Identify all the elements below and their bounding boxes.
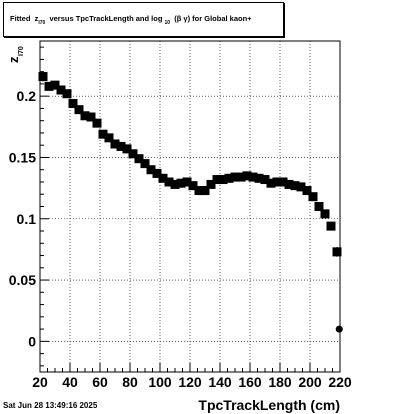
data-point <box>170 179 180 189</box>
data-point <box>182 177 192 187</box>
data-point <box>80 111 90 121</box>
data-point <box>278 177 288 187</box>
data-point <box>146 165 156 175</box>
data-point <box>248 172 258 182</box>
x-tick-label: 180 <box>268 374 292 390</box>
y-tick-label: 0.15 <box>9 149 36 165</box>
data-point <box>284 179 294 189</box>
x-tick-label: 100 <box>148 374 172 390</box>
data-point <box>164 177 174 187</box>
data-point <box>134 154 144 164</box>
y-tick-label: 0.2 <box>17 88 37 104</box>
y-tick-label: 0.05 <box>9 272 36 288</box>
data-point <box>38 72 48 82</box>
x-tick-label: 80 <box>122 374 138 390</box>
data-point <box>116 141 126 151</box>
data-point <box>308 192 318 202</box>
data-point <box>200 186 210 196</box>
x-tick-label: 140 <box>208 374 232 390</box>
y-axis-label-sub: I70 <box>18 46 25 56</box>
title-part3: (β γ) for Global kaon+ <box>174 14 252 23</box>
data-point <box>266 178 276 188</box>
data-point <box>314 202 324 211</box>
data-point <box>254 173 264 183</box>
data-point <box>176 178 186 188</box>
title-z-sub: I70 <box>38 20 46 26</box>
data-point <box>86 112 96 122</box>
data-point <box>50 80 60 90</box>
y-tick-label: 0.1 <box>17 211 37 227</box>
data-point <box>194 186 204 196</box>
data-point <box>122 144 132 154</box>
data-point <box>92 118 102 128</box>
x-tick-label: 60 <box>92 374 108 390</box>
data-point <box>260 175 270 185</box>
data-point <box>110 139 120 149</box>
y-tick-label: 0 <box>28 333 36 349</box>
x-tick-label: 40 <box>62 374 78 390</box>
data-point <box>230 172 240 182</box>
data-point <box>290 181 300 191</box>
title-log-sub: 10 <box>164 20 171 26</box>
data-point <box>242 171 252 181</box>
data-point <box>98 129 108 139</box>
data-point <box>206 179 216 189</box>
x-tick-label: 220 <box>328 374 352 390</box>
data-point <box>224 173 234 183</box>
fit-point <box>335 325 343 333</box>
data-point <box>236 172 246 182</box>
title-z: z <box>34 14 39 23</box>
data-point <box>44 81 54 91</box>
x-tick-label: 20 <box>32 374 48 390</box>
data-point <box>188 181 198 191</box>
data-point <box>218 175 228 185</box>
data-point <box>272 177 282 187</box>
data-point <box>104 133 114 143</box>
x-tick-label: 200 <box>298 374 322 390</box>
data-point <box>332 247 342 257</box>
x-tick-label: 120 <box>178 374 202 390</box>
title-part1: Fitted <box>10 14 31 23</box>
title-part2: versus TpcTrackLength and log <box>49 14 163 23</box>
x-axis-label: TpcTrackLength (cm) <box>198 397 340 413</box>
data-point <box>326 221 336 231</box>
x-tick-label: 160 <box>238 374 262 390</box>
chart-title: Fitted zI70 versus TpcTrackLength and lo… <box>10 14 252 26</box>
data-point <box>68 99 78 109</box>
y-axis-label: z <box>6 56 21 63</box>
data-point <box>296 182 306 192</box>
data-point <box>320 209 330 219</box>
title-box: Fitted zI70 versus TpcTrackLength and lo… <box>3 2 284 37</box>
data-point <box>140 159 150 169</box>
footer-date: Sat Jun 28 13:49:16 2025 <box>3 401 98 410</box>
data-point <box>152 168 162 178</box>
data-point <box>158 173 168 183</box>
data-point <box>212 175 222 185</box>
data-point <box>56 85 66 95</box>
data-point <box>128 149 138 159</box>
data-point <box>302 186 312 196</box>
data-point <box>62 89 72 99</box>
data-point <box>74 105 84 115</box>
